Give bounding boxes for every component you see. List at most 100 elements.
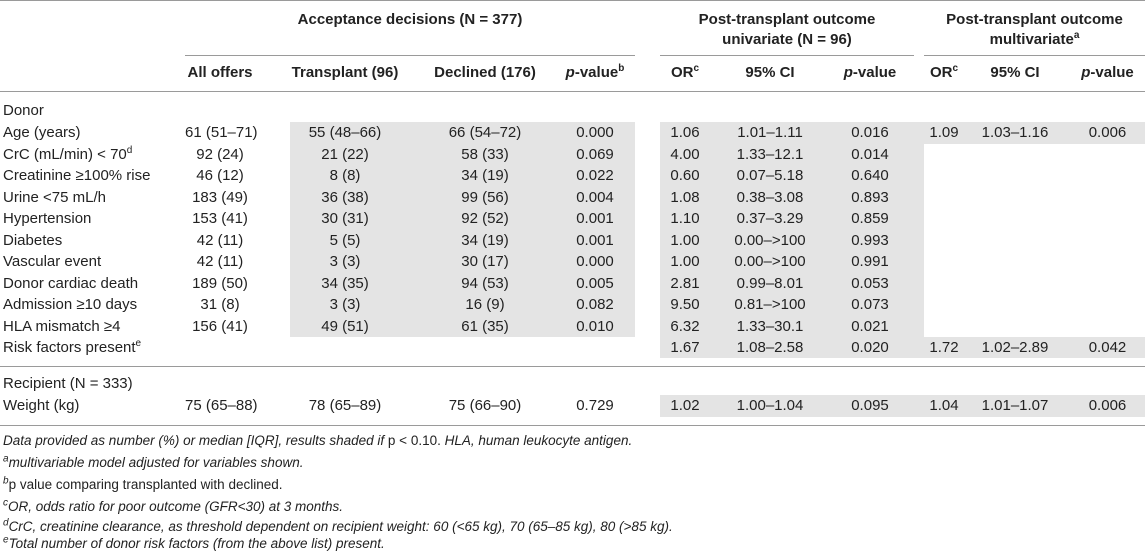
cell-ci: 0.00–>100 [734,231,806,249]
col-header-or-multivariate: ORc [929,63,959,82]
cell-all-offers: 183 (49) [192,188,248,206]
cell-or: 9.50 [670,296,700,313]
cell-all-offers: 42 (11) [196,253,244,270]
cell-pvalue: 0.000 [576,124,614,141]
cell-transplant: 55 (48–66) [308,124,382,141]
col-header-ci-multivariate: 95% CI [990,64,1040,81]
recipient-row-pvalue-multivariate: 0.006 [1088,397,1127,414]
cell-or: 4.00 [670,145,700,163]
col-header-all-offers: All offers [187,64,253,81]
cell-ci: 0.81–>100 [734,296,806,313]
cell-pvalue-univariate: 0.016 [851,124,889,141]
group-rule-acceptance [185,55,635,56]
row-label: Donor cardiac death [3,274,139,292]
cell-ci: 0.00–>100 [734,253,806,270]
group-header-multivariate: Post-transplant outcome multivariatea [924,10,1145,50]
recipient-row-transplant: 78 (65–89) [308,397,382,414]
cell-pvalue: 0.069 [576,145,614,163]
footnote-d: dCrC, creatinine clearance, as threshold… [3,517,673,534]
row-label: Age (years) [3,124,81,141]
shade-multivariate-risk [924,337,1145,358]
col-header-declined: Declined (176) [434,64,536,81]
cell-all-offers: 156 (41) [192,317,248,335]
recipient-row-all: 75 (65–88) [185,397,258,414]
group-header-univariate-line1: Post-transplant outcome [698,11,876,28]
cell-pvalue: 0.000 [576,253,614,270]
col-header-or: ORc [670,63,700,82]
row-label: Admission ≥10 days [3,296,138,313]
section-label-recipient: Recipient (N = 333) [3,375,133,392]
cell-or: 6.32 [670,317,700,335]
group-rule-multivariate [924,55,1145,56]
group-header-acceptance: Acceptance decisions (N = 377) [297,11,523,28]
cell-or: 1.06 [670,124,700,141]
cell-pvalue: 0.004 [576,188,614,206]
cell-ci: 0.38–3.08 [736,188,804,206]
col-header-pvalue: p-valueb [565,63,625,82]
row-label: Creatinine ≥100% rise [3,167,151,184]
cell-pvalue-univariate: 0.053 [851,274,889,292]
cell-ci: 1.33–12.1 [736,145,804,163]
cell-declined: 94 (53) [461,274,509,292]
col-header-transplant: Transplant (96) [291,64,399,81]
cell-transplant: 36 (38) [321,188,369,206]
col-header-pvalue-univariate: p-value [843,64,897,81]
cell-pvalue-univariate: 0.893 [851,188,889,206]
cell-all-offers: 46 (12) [196,167,244,184]
cell-all-offers: 61 (51–71) [185,124,258,141]
recipient-row-label: Weight (kg) [3,397,80,414]
cell-declined: 34 (19) [461,167,509,184]
cell-or: 1.00 [670,253,700,270]
cell-pvalue: 0.005 [576,274,614,292]
cell-declined: 61 (35) [461,317,509,335]
cell-declined: 66 (54–72) [448,124,522,141]
section-label-donor: Donor [3,102,44,119]
cell-all-offers: 189 (50) [192,274,248,292]
recipient-row-pvalue-univariate: 0.095 [851,397,889,414]
row-label: Hypertension [3,210,92,227]
cell-all-offers: 31 (8) [200,296,240,313]
footnote-b: bp value comparing transplanted with dec… [3,475,283,492]
cell-ci-multivariate: 1.03–1.16 [981,124,1049,141]
recipient-row-or-multivariate: 1.04 [929,397,959,414]
shade-acceptance-donor [290,122,635,337]
cell-declined: 30 (17) [461,253,509,270]
cell-pvalue: 0.082 [576,296,614,313]
cell-or: 0.60 [670,167,700,184]
recipient-row-pvalue: 0.729 [576,397,614,414]
cell-transplant: 8 (8) [329,167,361,184]
cell-ci: 1.33–30.1 [736,317,804,335]
row-label: HLA mismatch ≥4 [3,317,121,335]
cell-transplant: 30 (31) [321,210,369,227]
recipient-row-or: 1.02 [670,397,700,414]
recipient-row-ci: 1.00–1.04 [736,397,804,414]
group-header-univariate: Post-transplant outcome univariate (N = … [660,10,914,50]
recipient-row-ci-multivariate: 1.01–1.07 [981,397,1049,414]
bottom-rule [0,425,1145,426]
cell-pvalue-univariate: 0.859 [851,210,889,227]
cell-ci: 1.08–2.58 [736,339,804,356]
cell-or: 1.10 [670,210,700,227]
footnote-a: amultivariable model adjusted for variab… [3,453,304,470]
row-label: CrC (mL/min) < 70d [3,144,133,163]
cell-pvalue-univariate: 0.020 [851,339,889,356]
cell-pvalue: 0.001 [576,231,614,249]
cell-or-multivariate: 1.72 [929,339,959,356]
cell-declined: 99 (56) [461,188,509,206]
shade-univariate-donor [660,122,924,358]
cell-declined: 58 (33) [461,145,509,163]
cell-declined: 16 (9) [465,296,505,313]
cell-pvalue-univariate: 0.014 [851,145,889,163]
top-rule [0,0,1145,1]
cell-all-offers: 92 (24) [196,145,244,163]
cell-ci: 1.01–1.11 [737,124,803,141]
cell-transplant: 49 (51) [321,317,369,335]
group-header-multivariate-line2: multivariatea [989,30,1080,49]
cell-or: 1.08 [670,188,700,206]
cell-or: 1.67 [670,339,700,356]
header-rule [0,91,1145,92]
section-rule [0,366,1145,367]
cell-transplant: 3 (3) [329,253,361,270]
group-header-univariate-line2: univariate (N = 96) [722,31,852,48]
row-label: Risk factors presente [3,338,142,357]
